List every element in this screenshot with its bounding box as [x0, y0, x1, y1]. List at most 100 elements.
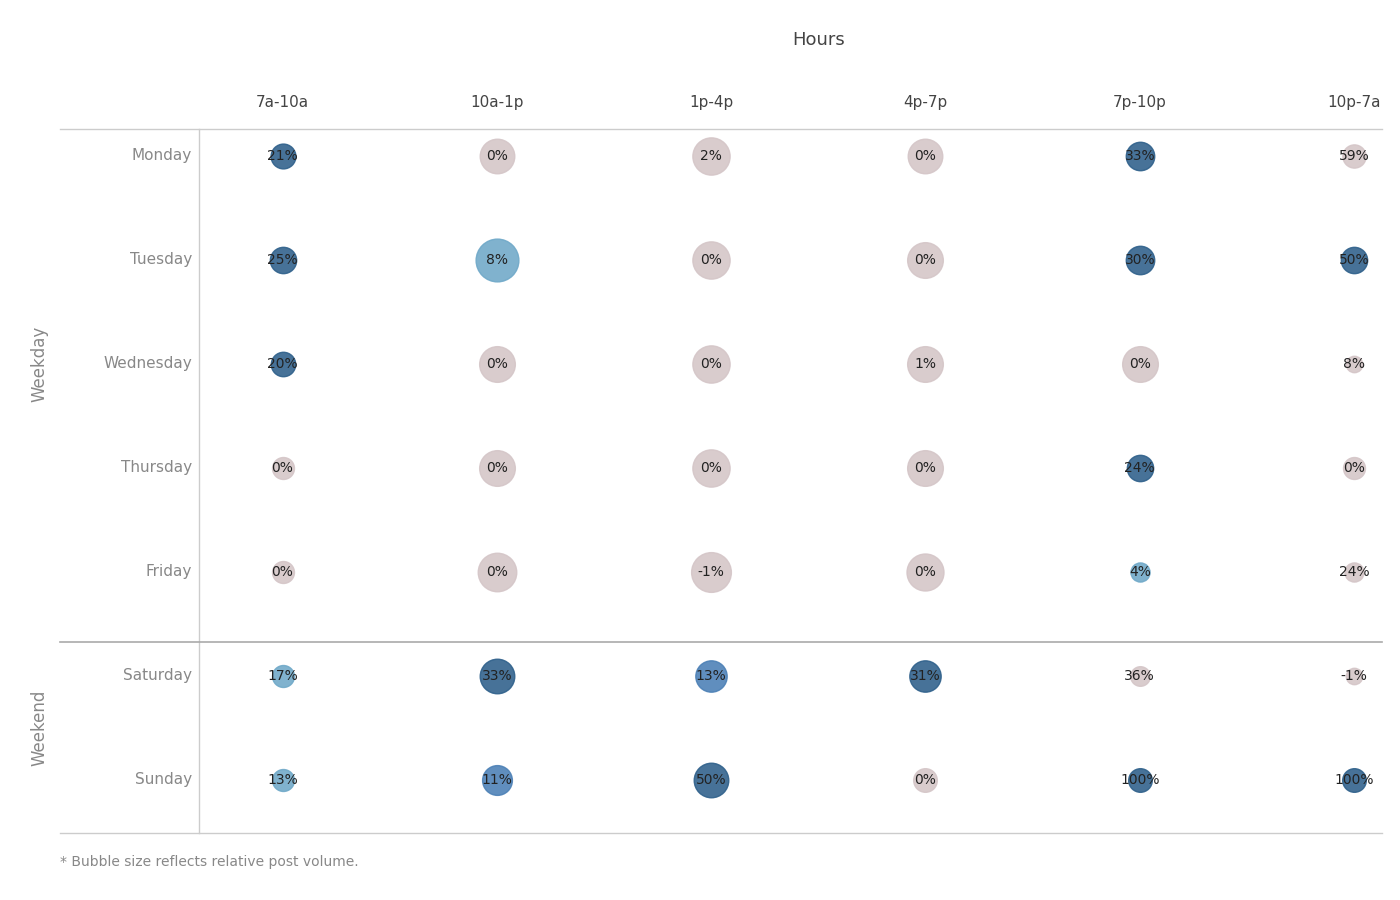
Text: Wednesday: Wednesday — [104, 356, 192, 372]
Text: 0%: 0% — [914, 461, 937, 475]
Text: 8%: 8% — [1343, 356, 1365, 371]
Text: 24%: 24% — [1124, 461, 1155, 475]
Text: 7p-10p: 7p-10p — [1113, 94, 1166, 110]
Point — [1343, 253, 1365, 267]
Text: Hours: Hours — [792, 31, 844, 49]
Point — [1128, 356, 1151, 371]
Point — [700, 253, 722, 267]
Text: 50%: 50% — [1338, 253, 1369, 266]
Text: 24%: 24% — [1338, 565, 1369, 579]
Point — [1343, 356, 1365, 371]
Text: 100%: 100% — [1334, 773, 1373, 787]
Text: 7a-10a: 7a-10a — [256, 94, 309, 110]
Point — [914, 669, 937, 683]
Point — [914, 253, 937, 267]
Text: * Bubble size reflects relative post volume.: * Bubble size reflects relative post vol… — [60, 855, 358, 869]
Text: 0%: 0% — [1343, 461, 1365, 475]
Text: Thursday: Thursday — [120, 460, 192, 475]
Text: 0%: 0% — [486, 461, 508, 475]
Text: 11%: 11% — [482, 773, 512, 787]
Point — [1343, 148, 1365, 163]
Point — [486, 253, 508, 267]
Point — [700, 773, 722, 788]
Point — [700, 669, 722, 683]
Text: 8%: 8% — [486, 253, 508, 266]
Text: Sunday: Sunday — [134, 772, 192, 788]
Point — [700, 564, 722, 579]
Text: 0%: 0% — [914, 148, 937, 163]
Point — [700, 461, 722, 475]
Point — [486, 669, 508, 683]
Point — [1343, 564, 1365, 579]
Point — [914, 461, 937, 475]
Text: Weekend: Weekend — [29, 689, 48, 766]
Text: 17%: 17% — [267, 669, 298, 683]
Text: Friday: Friday — [146, 564, 192, 580]
Point — [486, 461, 508, 475]
Text: 1%: 1% — [914, 356, 937, 371]
Point — [272, 356, 294, 371]
Text: 10a-1p: 10a-1p — [470, 94, 524, 110]
Text: 2%: 2% — [700, 148, 722, 163]
Point — [486, 356, 508, 371]
Text: 1p-4p: 1p-4p — [689, 94, 734, 110]
Point — [272, 148, 294, 163]
Point — [486, 148, 508, 163]
Text: -1%: -1% — [1341, 669, 1368, 683]
Text: 0%: 0% — [700, 461, 722, 475]
Point — [1343, 773, 1365, 788]
Point — [1343, 669, 1365, 683]
Text: 20%: 20% — [267, 356, 298, 371]
Point — [272, 253, 294, 267]
Point — [1343, 461, 1365, 475]
Point — [486, 773, 508, 788]
Text: 100%: 100% — [1120, 773, 1159, 787]
Point — [700, 356, 722, 371]
Text: 31%: 31% — [910, 669, 941, 683]
Text: 4p-7p: 4p-7p — [903, 94, 948, 110]
Text: Monday: Monday — [132, 148, 192, 163]
Point — [486, 564, 508, 579]
Text: 0%: 0% — [914, 565, 937, 579]
Text: 30%: 30% — [1124, 253, 1155, 266]
Point — [914, 564, 937, 579]
Text: 0%: 0% — [486, 148, 508, 163]
Text: -1%: -1% — [697, 565, 725, 579]
Text: 0%: 0% — [272, 461, 294, 475]
Text: Saturday: Saturday — [123, 669, 192, 683]
Text: 10p-7a: 10p-7a — [1327, 94, 1380, 110]
Text: 0%: 0% — [486, 565, 508, 579]
Text: 59%: 59% — [1338, 148, 1369, 163]
Point — [1128, 564, 1151, 579]
Point — [1128, 148, 1151, 163]
Text: 0%: 0% — [1128, 356, 1151, 371]
Point — [272, 564, 294, 579]
Point — [914, 356, 937, 371]
Text: 33%: 33% — [482, 669, 512, 683]
Point — [1128, 253, 1151, 267]
Point — [914, 148, 937, 163]
Text: 0%: 0% — [700, 356, 722, 371]
Text: 13%: 13% — [267, 773, 298, 787]
Point — [1128, 669, 1151, 683]
Text: 33%: 33% — [1124, 148, 1155, 163]
Text: 13%: 13% — [696, 669, 727, 683]
Text: 0%: 0% — [914, 773, 937, 787]
Point — [272, 669, 294, 683]
Point — [272, 461, 294, 475]
Text: 0%: 0% — [272, 565, 294, 579]
Text: 50%: 50% — [696, 773, 727, 787]
Text: 21%: 21% — [267, 148, 298, 163]
Point — [272, 773, 294, 788]
Point — [1128, 461, 1151, 475]
Text: Weekday: Weekday — [29, 326, 48, 402]
Text: 36%: 36% — [1124, 669, 1155, 683]
Point — [700, 148, 722, 163]
Text: Tuesday: Tuesday — [130, 252, 192, 267]
Text: 4%: 4% — [1128, 565, 1151, 579]
Text: 0%: 0% — [700, 253, 722, 266]
Point — [914, 773, 937, 788]
Text: 0%: 0% — [486, 356, 508, 371]
Text: 0%: 0% — [914, 253, 937, 266]
Text: 25%: 25% — [267, 253, 298, 266]
